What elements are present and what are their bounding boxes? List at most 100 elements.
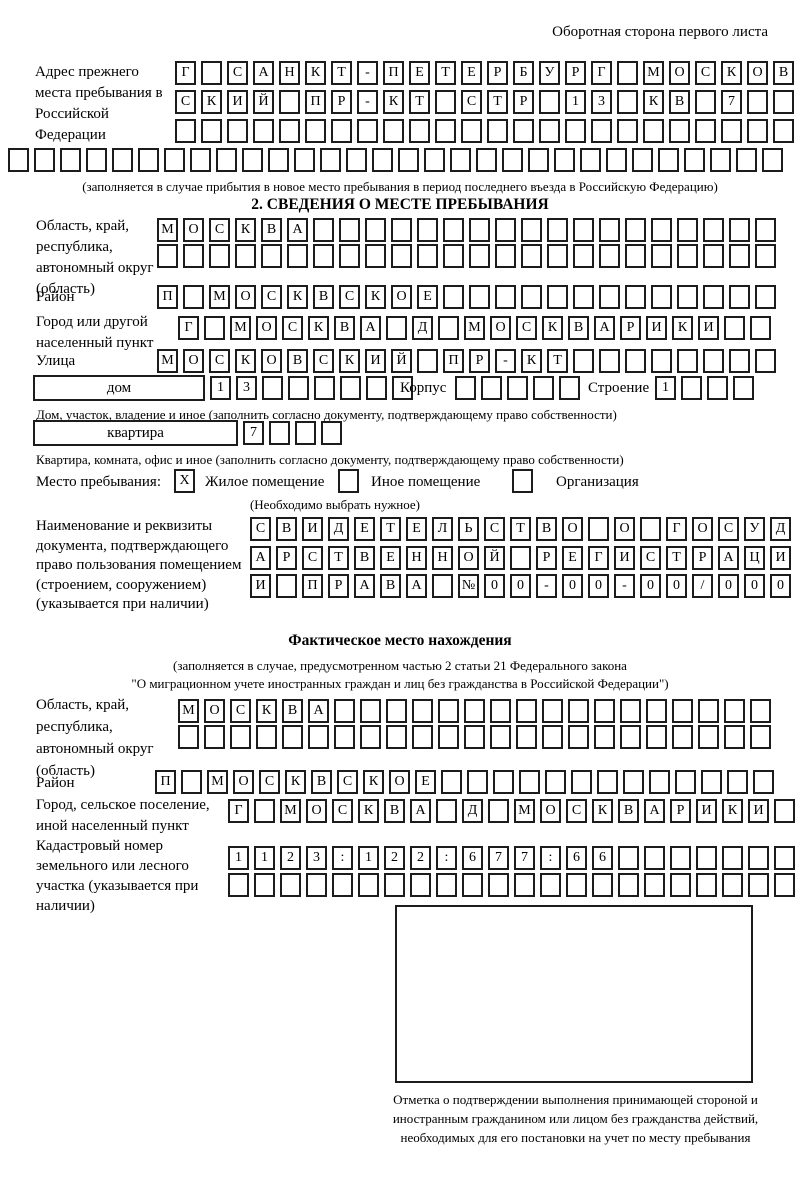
char-box[interactable]: Л [432, 517, 453, 541]
char-box[interactable] [755, 349, 776, 373]
char-box[interactable] [591, 119, 612, 143]
char-box[interactable] [545, 770, 566, 794]
char-box[interactable] [695, 90, 716, 114]
char-box[interactable] [599, 244, 620, 268]
char-box[interactable]: О [669, 61, 690, 85]
char-box[interactable] [644, 873, 665, 897]
char-box[interactable] [181, 770, 202, 794]
char-box[interactable]: О [490, 316, 511, 340]
char-box[interactable] [755, 244, 776, 268]
char-box[interactable]: 3 [236, 376, 257, 400]
char-box[interactable] [675, 770, 696, 794]
char-box[interactable] [729, 349, 750, 373]
char-box[interactable]: Ц [744, 546, 765, 570]
char-box[interactable] [269, 421, 290, 445]
char-box[interactable]: О [540, 799, 561, 823]
char-box[interactable] [507, 376, 528, 400]
char-box[interactable] [762, 148, 783, 172]
char-box[interactable]: Й [253, 90, 274, 114]
char-box[interactable] [398, 148, 419, 172]
char-box[interactable] [280, 873, 301, 897]
char-box[interactable] [753, 770, 774, 794]
char-box[interactable]: Г [666, 517, 687, 541]
char-box[interactable] [670, 846, 691, 870]
char-box[interactable]: 0 [666, 574, 687, 598]
char-box[interactable] [695, 119, 716, 143]
char-box[interactable]: И [748, 799, 769, 823]
char-box[interactable] [469, 244, 490, 268]
char-box[interactable]: Й [391, 349, 412, 373]
char-box[interactable]: О [183, 218, 204, 242]
char-box[interactable]: Г [178, 316, 199, 340]
char-box[interactable] [443, 244, 464, 268]
char-box[interactable] [672, 699, 693, 723]
char-box[interactable]: К [235, 218, 256, 242]
char-box[interactable] [438, 725, 459, 749]
char-box[interactable]: 3 [591, 90, 612, 114]
char-box[interactable] [747, 119, 768, 143]
char-box[interactable] [573, 218, 594, 242]
char-box[interactable] [230, 725, 251, 749]
char-box[interactable] [256, 725, 277, 749]
char-box[interactable] [288, 376, 309, 400]
char-box[interactable] [721, 119, 742, 143]
char-box[interactable]: В [384, 799, 405, 823]
char-box[interactable] [386, 699, 407, 723]
char-box[interactable]: 1 [358, 846, 379, 870]
char-box[interactable] [632, 148, 653, 172]
char-box[interactable]: В [311, 770, 332, 794]
char-box[interactable] [435, 90, 456, 114]
char-box[interactable] [261, 244, 282, 268]
char-box[interactable] [262, 376, 283, 400]
char-box[interactable] [707, 376, 728, 400]
char-box[interactable] [417, 244, 438, 268]
char-box[interactable] [729, 218, 750, 242]
char-box[interactable]: С [302, 546, 323, 570]
char-box[interactable] [338, 469, 359, 493]
char-box[interactable]: М [464, 316, 485, 340]
char-box[interactable]: В [313, 285, 334, 309]
char-box[interactable] [320, 148, 341, 172]
char-box[interactable]: М [643, 61, 664, 85]
char-box[interactable]: И [227, 90, 248, 114]
char-box[interactable]: С [339, 285, 360, 309]
char-box[interactable] [314, 376, 335, 400]
char-box[interactable]: П [383, 61, 404, 85]
dom-widebox[interactable]: дом [33, 375, 205, 401]
char-box[interactable]: К [592, 799, 613, 823]
char-box[interactable] [235, 244, 256, 268]
char-box[interactable]: П [302, 574, 323, 598]
char-box[interactable]: О [692, 517, 713, 541]
char-box[interactable]: К [305, 61, 326, 85]
char-box[interactable] [410, 873, 431, 897]
char-box[interactable] [651, 285, 672, 309]
char-box[interactable] [755, 218, 776, 242]
char-box[interactable] [331, 119, 352, 143]
char-box[interactable]: 3 [306, 846, 327, 870]
char-box[interactable] [164, 148, 185, 172]
char-box[interactable]: У [539, 61, 560, 85]
char-box[interactable] [620, 699, 641, 723]
char-box[interactable]: 7 [514, 846, 535, 870]
char-box[interactable] [493, 770, 514, 794]
char-box[interactable]: 1 [210, 376, 231, 400]
char-box[interactable] [670, 873, 691, 897]
char-box[interactable] [540, 873, 561, 897]
kvartira-widebox[interactable]: квартира [33, 420, 238, 446]
char-box[interactable] [594, 699, 615, 723]
char-box[interactable] [334, 725, 355, 749]
char-box[interactable]: Р [276, 546, 297, 570]
char-box[interactable] [190, 148, 211, 172]
char-box[interactable]: О [233, 770, 254, 794]
char-box[interactable]: Н [432, 546, 453, 570]
char-box[interactable]: Д [770, 517, 791, 541]
char-box[interactable] [703, 349, 724, 373]
char-box[interactable]: Г [175, 61, 196, 85]
char-box[interactable]: Р [487, 61, 508, 85]
char-box[interactable] [681, 376, 702, 400]
char-box[interactable]: У [744, 517, 765, 541]
char-box[interactable] [254, 799, 275, 823]
char-box[interactable] [559, 376, 580, 400]
char-box[interactable]: К [235, 349, 256, 373]
char-box[interactable]: : [540, 846, 561, 870]
